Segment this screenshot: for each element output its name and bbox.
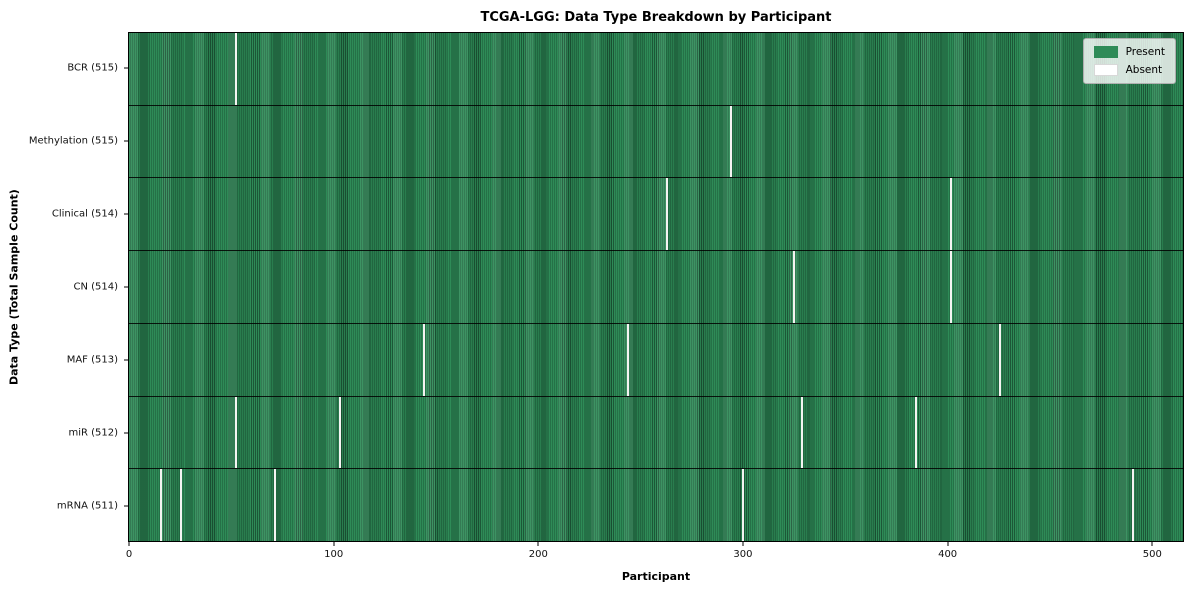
x-tick-mark	[537, 542, 539, 546]
x-tick-label-0: 0	[125, 549, 133, 560]
absent-marker	[801, 396, 804, 469]
x-axis-label: Participant	[621, 570, 691, 583]
row-bcr	[129, 33, 1183, 106]
absent-marker	[339, 396, 342, 469]
absent-marker	[423, 323, 426, 396]
row-cn	[129, 251, 1183, 324]
absent-marker	[915, 396, 918, 469]
row-methylation	[129, 105, 1183, 179]
x-tick-mark	[128, 542, 130, 546]
plot-area	[128, 32, 1184, 542]
y-tick-label-cn: CN (514)	[73, 281, 118, 293]
x-tick-label-200: 200	[528, 549, 548, 560]
absent-marker	[180, 469, 183, 542]
absent-swatch-icon	[1093, 64, 1118, 76]
row-mir	[129, 396, 1183, 470]
present-swatch-icon	[1093, 46, 1118, 58]
absent-marker	[792, 251, 795, 323]
legend: Present Absent	[1082, 38, 1176, 84]
y-tick-label-mrna: mRNA (511)	[56, 500, 118, 512]
absent-marker	[235, 396, 238, 469]
y-tick-label-bcr: BCR (515)	[67, 62, 118, 74]
absent-marker	[159, 469, 162, 542]
absent-marker	[741, 469, 744, 542]
row-maf	[129, 323, 1183, 397]
absent-marker	[950, 251, 953, 323]
y-tick-label-clinical: Clinical (514)	[51, 208, 118, 220]
absent-marker	[950, 178, 953, 251]
absent-marker	[274, 469, 277, 542]
absent-marker	[1131, 469, 1134, 542]
absent-marker	[729, 105, 732, 178]
x-axis: 0 100 200 300 400 500	[0, 542, 1200, 572]
x-tick-mark	[333, 542, 335, 546]
x-tick-label-500: 500	[1142, 549, 1162, 560]
x-tick-mark	[742, 542, 744, 546]
y-tick-label-maf: MAF (513)	[66, 354, 118, 366]
absent-marker	[627, 323, 630, 396]
absent-marker	[235, 33, 238, 105]
x-tick-label-300: 300	[733, 549, 753, 560]
y-tick-label-methylation: Methylation (515)	[28, 135, 118, 147]
x-tick-label-400: 400	[938, 549, 958, 560]
x-tick-mark	[947, 542, 949, 546]
y-axis-label: Data Type (Total Sample Count)	[7, 189, 21, 385]
legend-item-present: Present	[1093, 46, 1165, 58]
row-clinical	[129, 178, 1183, 252]
absent-marker	[999, 323, 1002, 396]
absent-marker	[666, 178, 669, 251]
legend-label-absent: Absent	[1125, 64, 1163, 76]
chart-title: TCGA-LGG: Data Type Breakdown by Partici…	[480, 10, 832, 25]
x-tick-label-100: 100	[324, 549, 344, 560]
row-mrna	[129, 469, 1183, 542]
y-tick-label-mir: miR (512)	[68, 427, 118, 439]
legend-label-present: Present	[1125, 46, 1165, 58]
legend-item-absent: Absent	[1093, 64, 1165, 76]
x-tick-mark	[1151, 542, 1153, 546]
